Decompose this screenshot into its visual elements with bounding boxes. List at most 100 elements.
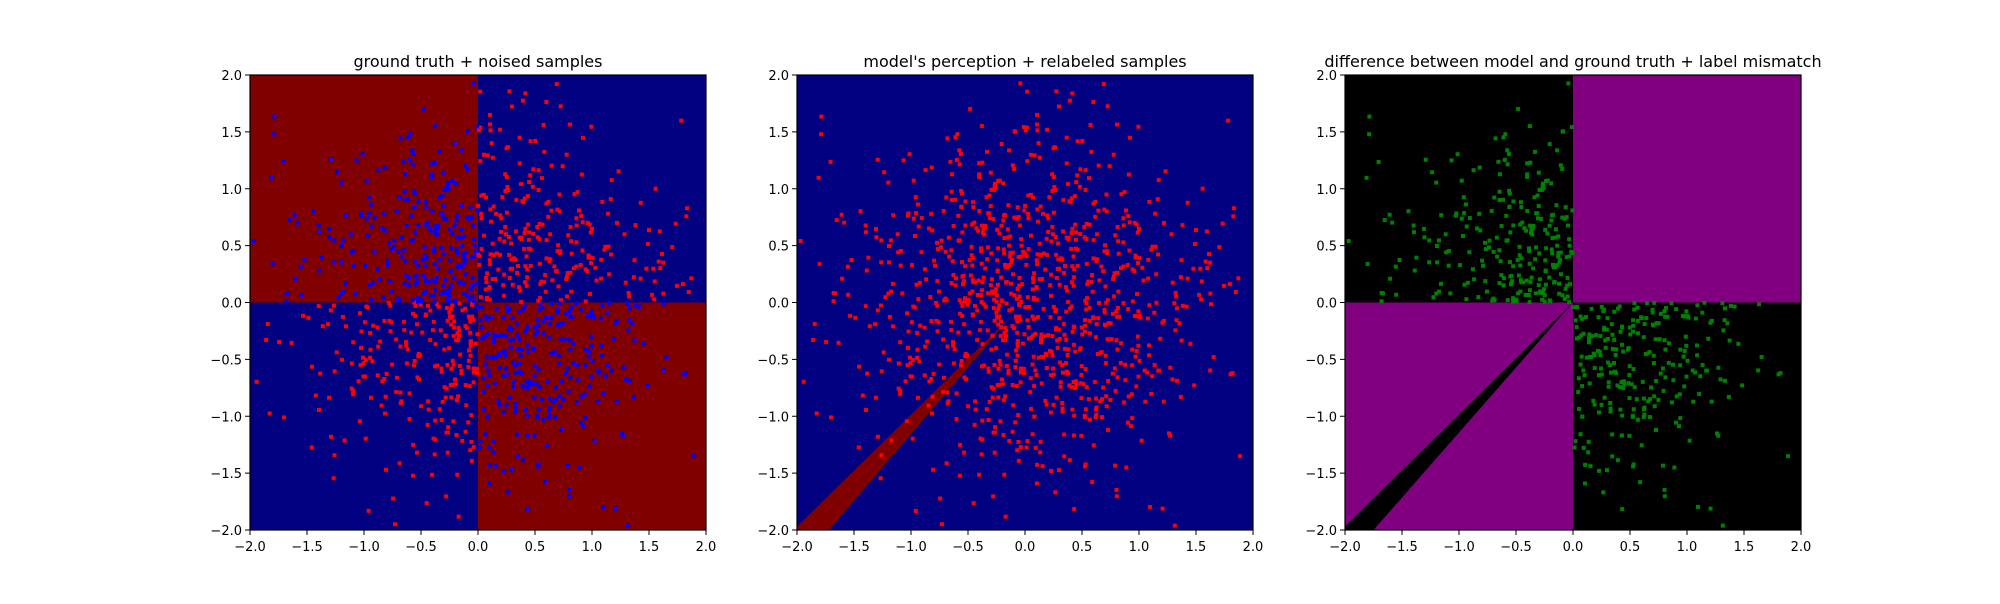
sample-point (556, 361, 561, 366)
sample-point (994, 346, 999, 351)
sample-point (1070, 407, 1075, 412)
sample-point (1684, 309, 1689, 314)
sample-point (1518, 278, 1523, 283)
sample-point (1494, 235, 1499, 240)
sample-point (454, 247, 459, 252)
sample-point (504, 402, 509, 407)
sample-point (523, 329, 528, 334)
sample-point (1566, 81, 1571, 86)
sample-point (1693, 370, 1698, 375)
sample-point (1091, 238, 1096, 243)
sample-point (536, 407, 541, 412)
sample-point (498, 127, 503, 132)
sample-point (394, 390, 399, 395)
sample-point (1541, 291, 1546, 296)
sample-point (410, 473, 415, 478)
sample-point (812, 322, 817, 327)
sample-point (1127, 135, 1132, 140)
sample-point (455, 251, 460, 256)
sample-point (412, 260, 417, 265)
sample-point (1099, 415, 1104, 420)
sample-point (540, 331, 545, 336)
sample-point (1698, 374, 1703, 379)
sample-point (1619, 379, 1624, 384)
sample-point (1634, 397, 1639, 402)
sample-point (514, 322, 519, 327)
sample-point (959, 359, 964, 364)
sample-point (517, 161, 522, 166)
sample-point (621, 365, 626, 370)
sample-point (471, 370, 476, 375)
sample-point (489, 141, 494, 146)
sample-point (1501, 135, 1506, 140)
sample-point (840, 276, 845, 281)
sample-point (516, 264, 521, 269)
sample-point (950, 172, 955, 177)
sample-point (1055, 338, 1060, 343)
sample-point (471, 380, 476, 385)
sample-point (403, 339, 408, 344)
sample-point (287, 218, 292, 223)
sample-point (383, 411, 388, 416)
sample-point (1446, 263, 1451, 268)
sample-point (406, 135, 411, 140)
sample-point (1150, 244, 1155, 249)
sample-point (450, 303, 455, 308)
sample-point (598, 370, 603, 375)
sample-point (999, 142, 1004, 147)
sample-point (1192, 383, 1197, 388)
sample-point (398, 136, 403, 141)
sample-point (1682, 384, 1687, 389)
sample-point (540, 305, 545, 310)
sample-point (418, 353, 423, 358)
sample-point (1064, 369, 1069, 374)
sample-point (526, 386, 531, 391)
sample-point (1085, 296, 1090, 301)
sample-point (1463, 202, 1468, 207)
sample-point (1674, 307, 1679, 312)
sample-point (985, 245, 990, 250)
sample-point (485, 384, 490, 389)
sample-point (910, 374, 915, 379)
sample-point (1691, 399, 1696, 404)
panel-difference: difference between model and ground trut… (1305, 52, 1821, 555)
sample-point (986, 211, 991, 216)
sample-point (318, 371, 323, 376)
sample-point (451, 382, 456, 387)
sample-point (1511, 199, 1516, 204)
sample-point (1015, 448, 1020, 453)
sample-point (1646, 399, 1651, 404)
sample-point (1078, 381, 1083, 386)
sample-point (1145, 316, 1150, 321)
sample-point (1578, 314, 1583, 319)
sample-point (997, 303, 1002, 308)
sample-point (1071, 283, 1076, 288)
sample-point (456, 394, 461, 399)
sample-point (319, 255, 324, 260)
sample-point (413, 313, 418, 318)
sample-point (1205, 266, 1210, 271)
sample-point (1599, 402, 1604, 407)
sample-point (434, 227, 439, 232)
sample-point (1121, 223, 1126, 228)
sample-point (1099, 350, 1104, 355)
sample-point (874, 226, 879, 231)
sample-point (536, 462, 541, 467)
sample-point (983, 266, 988, 271)
sample-point (423, 263, 428, 268)
sample-point (875, 308, 880, 313)
sample-point (546, 414, 551, 419)
sample-point (457, 328, 462, 333)
sample-point (1579, 354, 1584, 359)
sample-point (487, 258, 492, 263)
sample-point (359, 346, 364, 351)
sample-point (281, 415, 286, 420)
sample-point (450, 314, 455, 319)
sample-point (532, 433, 537, 438)
sample-point (1436, 238, 1441, 243)
sample-point (1064, 135, 1069, 140)
sample-point (1560, 215, 1565, 220)
sample-point (976, 228, 981, 233)
sample-point (875, 434, 880, 439)
sample-point (1015, 319, 1020, 324)
